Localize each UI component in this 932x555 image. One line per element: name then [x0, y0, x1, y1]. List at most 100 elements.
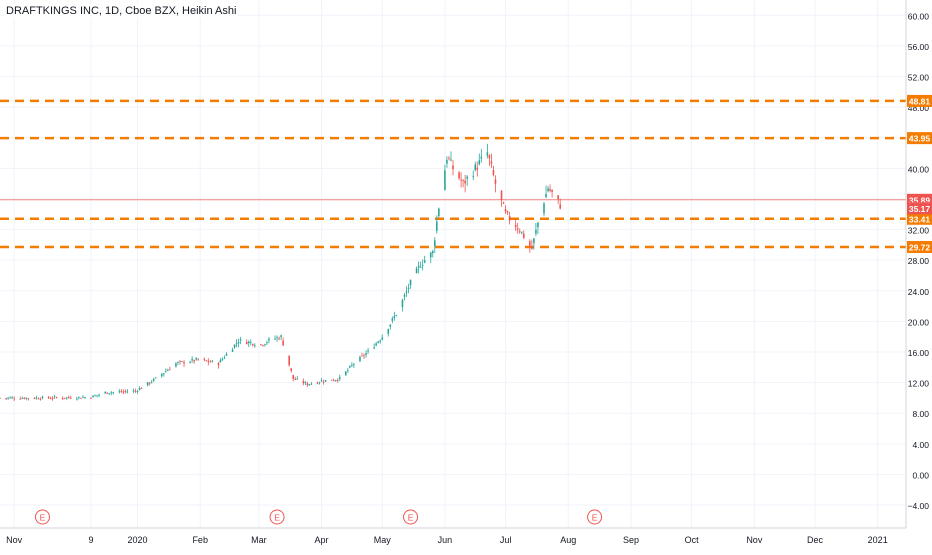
candle-body	[282, 340, 284, 346]
candle-body	[154, 377, 157, 379]
earnings-marker-icon[interactable]	[34, 509, 50, 525]
candle-body	[25, 397, 28, 399]
candle-body	[351, 365, 353, 366]
candle-body	[23, 398, 26, 399]
candle-body	[504, 208, 507, 212]
last-price-tag	[907, 202, 932, 215]
candle-body	[276, 337, 278, 339]
candle-body	[543, 203, 545, 214]
candle-body	[545, 194, 547, 198]
level-price-tag	[907, 241, 932, 254]
candle-body	[308, 384, 311, 385]
candle-body	[488, 155, 491, 159]
candle-body	[535, 229, 537, 234]
candle-body	[506, 211, 509, 213]
earnings-marker-icon[interactable]	[403, 509, 419, 525]
candle-body	[389, 324, 392, 327]
candle-body	[247, 341, 250, 344]
candle-body	[438, 208, 440, 217]
candle-body	[181, 361, 183, 363]
y-tick-label: 4.00	[912, 440, 929, 450]
candle-body	[108, 393, 111, 395]
candle-body	[233, 344, 236, 348]
candle-body	[557, 195, 559, 199]
candle-body	[41, 396, 44, 399]
candle-body	[330, 379, 333, 381]
candle-body	[324, 380, 327, 382]
candle-body	[140, 388, 143, 389]
candle-body	[436, 221, 438, 231]
candle-body	[268, 338, 270, 341]
x-tick-label: May	[374, 535, 392, 545]
candle-body	[316, 383, 319, 384]
candle-body	[363, 355, 365, 357]
candles	[0, 143, 561, 402]
candle-body	[274, 338, 276, 340]
candle-body	[254, 345, 256, 347]
candle-body	[118, 391, 121, 393]
candle-body	[415, 268, 418, 274]
x-tick-label: Feb	[192, 535, 208, 545]
earnings-marker-label: E	[408, 513, 414, 523]
candle-body	[106, 392, 108, 394]
earnings-marker-label: E	[592, 513, 598, 523]
candle-body	[403, 294, 406, 297]
candle-body	[197, 358, 199, 360]
candle-body	[0, 397, 1, 399]
candle-body	[132, 390, 135, 392]
candle-body	[320, 380, 323, 382]
x-tick-label: Nov	[6, 535, 23, 545]
candle-body	[522, 233, 525, 238]
candle-body	[529, 241, 531, 246]
candle-body	[375, 343, 377, 346]
candle-body	[112, 392, 115, 393]
candle-body	[122, 391, 125, 393]
candle-body	[63, 397, 66, 399]
candle-body	[559, 204, 561, 209]
candle-body	[347, 370, 349, 371]
y-tick-label: 20.00	[908, 317, 930, 327]
earnings-marker-icon[interactable]	[269, 509, 285, 525]
candle-body	[460, 179, 462, 181]
earnings-marker-label: E	[274, 513, 280, 523]
candle-body	[120, 391, 123, 393]
candle-body	[492, 170, 495, 175]
x-tick-label: Aug	[560, 535, 576, 545]
candle-body	[37, 398, 40, 400]
candle-body	[209, 361, 212, 363]
candle-body	[359, 356, 361, 361]
candle-body	[223, 357, 226, 359]
candle-body	[221, 359, 224, 360]
candle-body	[377, 341, 379, 343]
candle-body	[136, 391, 139, 392]
candle-body	[98, 394, 100, 396]
candle-body	[502, 202, 505, 204]
earnings-marker-icon[interactable]	[587, 509, 603, 525]
candle-body	[494, 179, 497, 184]
candle-body	[417, 265, 420, 268]
candle-body	[13, 398, 15, 400]
candle-body	[336, 380, 339, 382]
candle-body	[94, 395, 96, 397]
candle-body	[179, 361, 181, 363]
candle-body	[458, 172, 460, 179]
candle-body	[448, 158, 450, 160]
horizontal-levels[interactable]	[0, 99, 906, 249]
y-tick-label: 32.00	[908, 226, 930, 236]
candle-body	[393, 316, 396, 318]
y-tick-label: 8.00	[912, 409, 929, 419]
candle-body	[365, 353, 367, 355]
candle-body	[508, 216, 511, 221]
candle-body	[476, 167, 479, 170]
candle-body	[69, 397, 72, 399]
grid	[0, 0, 906, 528]
candle-body	[322, 381, 325, 383]
candle-body	[387, 329, 390, 334]
candle-body	[302, 381, 305, 384]
candle-body	[262, 345, 264, 347]
x-tick-label: 2021	[868, 535, 888, 545]
candle-body	[163, 373, 165, 375]
